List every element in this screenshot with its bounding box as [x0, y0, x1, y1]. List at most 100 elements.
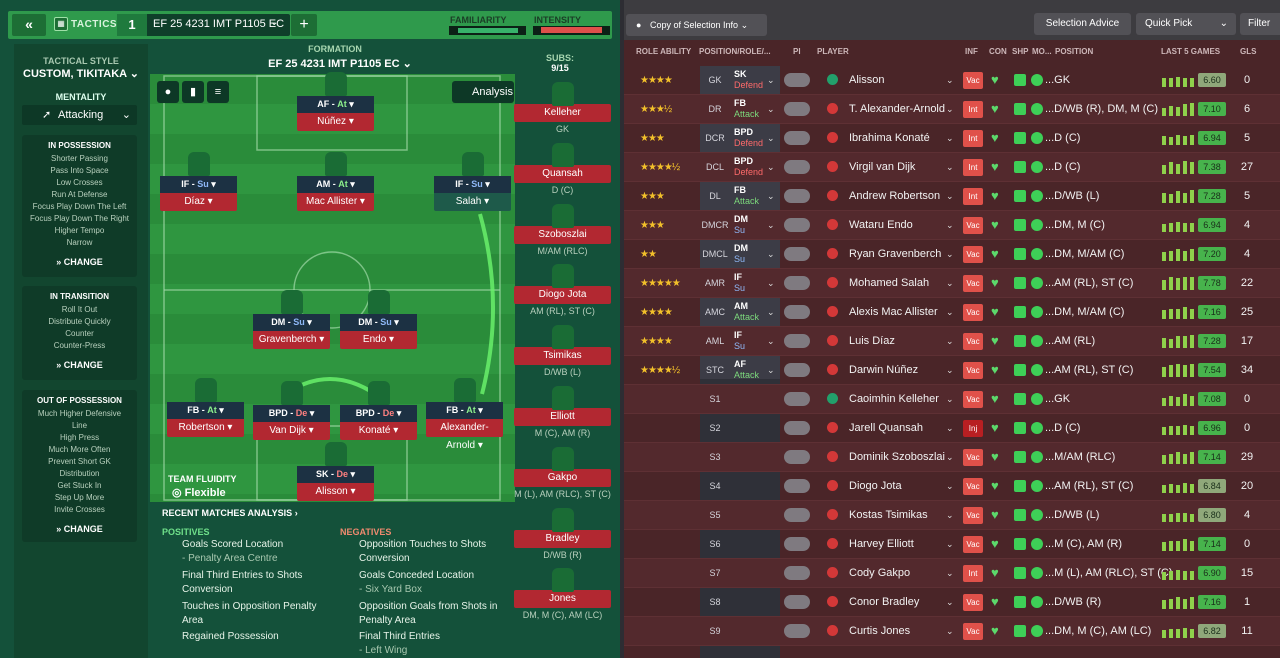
pitch-player[interactable]: BPD - De ▾ Van Dijk ▾: [253, 381, 330, 440]
row-role[interactable]: BPD Defend: [734, 156, 764, 177]
player-instructions-toggle[interactable]: [784, 189, 810, 203]
change-in-transition-button[interactable]: » CHANGE: [56, 360, 103, 370]
player-name[interactable]: Alisson: [849, 74, 885, 86]
table-row[interactable]: ★★★★ AMC AM Attack ⌄ Alexis Mac Allister ⌄…: [624, 298, 1280, 327]
player-name[interactable]: Alexis Mac Allister: [849, 306, 938, 318]
col-gls[interactable]: GLS: [1240, 47, 1257, 56]
chevron-down-icon[interactable]: ⌄: [946, 539, 954, 549]
tactical-style-name[interactable]: CUSTOM, TIKITAKA ⌄: [23, 68, 139, 80]
sub-player[interactable]: Szoboszlai M/AM (RLC): [514, 203, 611, 256]
player-role[interactable]: BPD - De ▾: [253, 405, 330, 422]
quick-pick-button[interactable]: Quick Pick ⌄: [1136, 13, 1236, 35]
pitch-player[interactable]: FB - At ▾ Robertson ▾: [167, 378, 244, 437]
sub-player[interactable]: Quansah D (C): [514, 142, 611, 195]
instructions-view-icon[interactable]: ≡: [207, 81, 229, 103]
chevron-down-icon[interactable]: ⌄: [946, 626, 954, 636]
player-role[interactable]: DM - Su ▾: [340, 314, 417, 331]
player-instructions-toggle[interactable]: [784, 131, 810, 145]
player-name[interactable]: Diogo Jota: [849, 480, 902, 492]
recent-matches-link[interactable]: RECENT MATCHES ANALYSIS ›: [162, 508, 298, 518]
table-row[interactable]: ★★★★★ AMR IF Su ⌄ Mohamed Salah ⌄ Vac ♥ ..…: [624, 269, 1280, 298]
chevron-down-icon[interactable]: ⌄: [946, 220, 954, 230]
sub-name[interactable]: Kelleher: [514, 104, 611, 122]
add-tactic-button[interactable]: +: [291, 14, 317, 36]
chevron-down-icon[interactable]: ⌄: [946, 249, 954, 259]
player-view-button[interactable]: ●: [157, 81, 179, 103]
chevron-down-icon[interactable]: ⌄: [946, 568, 954, 578]
col-position[interactable]: POSITION: [1055, 47, 1094, 56]
player-name[interactable]: T. Alexander-Arnold: [849, 103, 945, 115]
row-role[interactable]: DM Su: [734, 243, 748, 264]
player-name[interactable]: Alexander-Arnold ▾: [426, 419, 503, 451]
player-name[interactable]: Cody Gakpo: [849, 567, 911, 579]
change-in-possession-button[interactable]: » CHANGE: [56, 257, 103, 267]
player-name[interactable]: Wataru Endo: [849, 219, 913, 231]
player-role[interactable]: FB - At ▾: [426, 402, 503, 419]
col-con[interactable]: CON: [989, 47, 1007, 56]
row-role[interactable]: BPD Defend: [734, 127, 764, 148]
player-name[interactable]: Núñez ▾: [297, 113, 374, 131]
sub-name[interactable]: Elliott: [514, 408, 611, 426]
player-name[interactable]: Ibrahima Konaté: [849, 132, 930, 144]
sub-player[interactable]: Jones DM, M (C), AM (LC): [514, 568, 611, 620]
pitch-player[interactable]: AF - At ▾ Núñez ▾: [297, 72, 374, 131]
player-name[interactable]: Virgil van Dijk: [849, 161, 916, 173]
pitch-player[interactable]: BPD - De ▾ Konaté ▾: [340, 381, 417, 440]
filter-button[interactable]: Filter: [1240, 13, 1280, 35]
player-instructions-toggle[interactable]: [784, 247, 810, 261]
chevron-down-icon[interactable]: ⌄: [767, 278, 775, 288]
player-name[interactable]: Robertson ▾: [167, 419, 244, 437]
table-row[interactable]: ★★★ DCR BPD Defend ⌄ Ibrahima Konaté ⌄ Int…: [624, 124, 1280, 153]
table-row[interactable]: ★★★½ DR FB Attack ⌄ T. Alexander-Arnold ⌄ …: [624, 95, 1280, 124]
table-row[interactable]: ★★ DMCL DM Su ⌄ Ryan Gravenberch ⌄ Vac ♥ .…: [624, 240, 1280, 269]
sub-name[interactable]: Szoboszlai: [514, 225, 611, 244]
chevron-down-icon[interactable]: ⌄: [767, 307, 775, 317]
player-instructions-toggle[interactable]: [784, 421, 810, 435]
chevron-down-icon[interactable]: ⌄: [767, 365, 775, 375]
player-role[interactable]: BPD - De ▾: [340, 405, 417, 422]
row-role[interactable]: DM Su: [734, 214, 748, 235]
col-mo[interactable]: MO...: [1032, 47, 1052, 56]
chevron-down-icon[interactable]: ⌄: [946, 510, 954, 520]
collapse-button[interactable]: «: [12, 14, 46, 36]
familiarity-bar[interactable]: [449, 26, 526, 35]
player-instructions-toggle[interactable]: [784, 276, 810, 290]
table-row[interactable]: ★★★ DL FB Attack ⌄ Andrew Robertson ⌄ Int …: [624, 182, 1280, 211]
player-instructions-toggle[interactable]: [784, 595, 810, 609]
sub-player[interactable]: Diogo Jota AM (RL), ST (C): [514, 264, 611, 316]
player-name[interactable]: Jarell Quansah: [849, 422, 923, 434]
chevron-down-icon[interactable]: ⌄: [946, 423, 954, 433]
table-row[interactable]: S4 Diogo Jota ⌄ Vac ♥ ...AM (RL), ST (C)…: [624, 472, 1280, 501]
table-row[interactable]: S7 Cody Gakpo ⌄ Int ♥ ...M (L), AM (RLC)…: [624, 559, 1280, 588]
selection-advice-button[interactable]: Selection Advice: [1034, 13, 1131, 35]
player-instructions-toggle[interactable]: [784, 566, 810, 580]
row-role[interactable]: FB Attack: [734, 98, 760, 119]
col-inf[interactable]: INF: [965, 47, 978, 56]
sub-player[interactable]: Gakpo M (L), AM (RLC), ST (C): [514, 446, 611, 499]
player-name[interactable]: Mohamed Salah: [849, 277, 930, 289]
chevron-down-icon[interactable]: ⌄: [946, 394, 954, 404]
chevron-down-icon[interactable]: ⌄: [946, 133, 954, 143]
chart-view-icon[interactable]: ▮: [182, 81, 204, 103]
pitch-player[interactable]: IF - Su ▾ Díaz ▾: [160, 152, 237, 211]
table-row[interactable]: S2 Jarell Quansah ⌄ Inj ♥ ...D (C) 6.96 …: [624, 414, 1280, 443]
table-row[interactable]: S1 Caoimhin Kelleher ⌄ Vac ♥ ...GK 7.08 …: [624, 385, 1280, 414]
sub-name[interactable]: Gakpo: [514, 468, 611, 487]
pitch-player[interactable]: DM - Su ▾ Gravenberch ▾: [253, 290, 330, 349]
pitch-player[interactable]: SK - De ▾ Alisson ▾: [297, 442, 374, 501]
row-role[interactable]: SK Defend: [734, 69, 764, 90]
chevron-down-icon[interactable]: ⌄: [270, 17, 279, 28]
chevron-down-icon[interactable]: ⌄: [946, 162, 954, 172]
row-role[interactable]: AM Attack: [734, 301, 760, 322]
chevron-down-icon[interactable]: ⌄: [946, 481, 954, 491]
player-name[interactable]: Dominik Szoboszlai: [849, 451, 945, 463]
col-role-ability[interactable]: ROLE ABILITY: [636, 47, 692, 56]
pitch-player[interactable]: IF - Su ▾ Salah ▾: [434, 152, 511, 211]
chevron-down-icon[interactable]: ⌄: [767, 191, 775, 201]
table-row[interactable]: S6 Harvey Elliott ⌄ Vac ♥ ...M (C), AM (…: [624, 530, 1280, 559]
sub-name[interactable]: Tsimikas: [514, 347, 611, 366]
player-instructions-toggle[interactable]: [784, 392, 810, 406]
player-name[interactable]: Caoimhin Kelleher: [849, 393, 939, 405]
pitch-player[interactable]: FB - At ▾ Alexander-Arnold ▾: [426, 378, 503, 451]
chevron-down-icon[interactable]: ⌄: [767, 220, 775, 230]
